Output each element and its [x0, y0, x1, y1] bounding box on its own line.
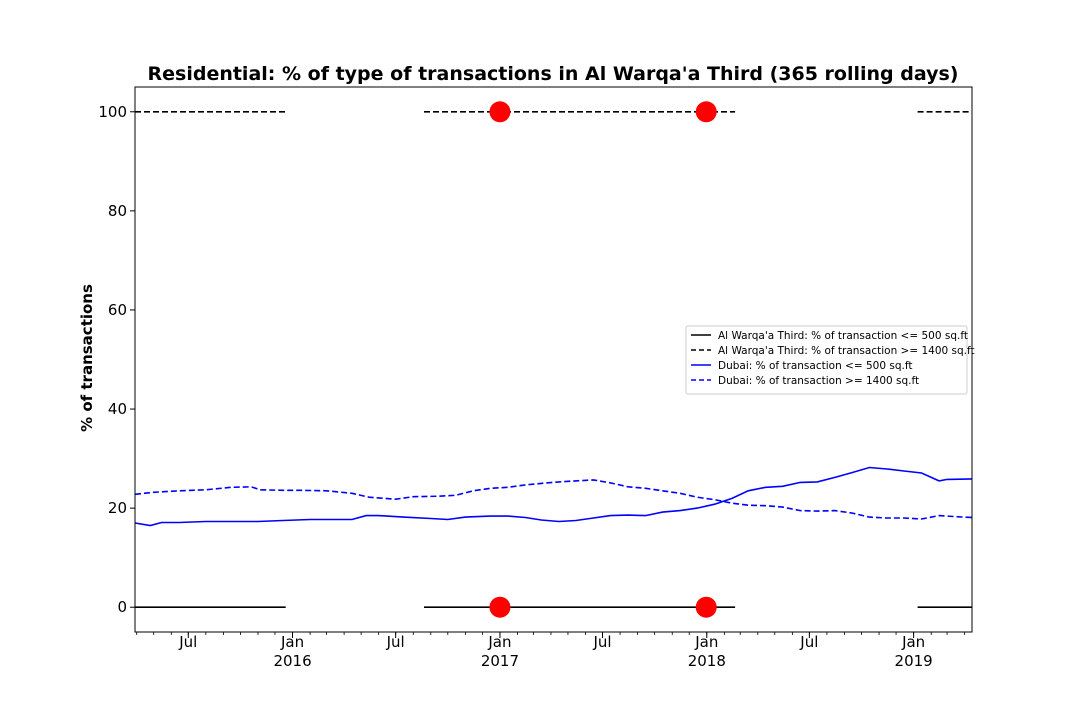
legend-label-al-warqa-a-third-of-transaction-1400-sq-ft: Al Warqa'a Third: % of transaction >= 14…	[718, 345, 975, 357]
x-tick-label-2018-07-01: Jul	[799, 633, 818, 651]
x-tick-label-2018-01-01: Jan	[694, 633, 718, 651]
y-axis-label: % of transactions	[78, 284, 96, 432]
x-tick-year-label-2019: 2019	[895, 652, 933, 670]
plot-frame	[134, 86, 973, 633]
x-tick-label-2019-01-01: Jan	[901, 633, 925, 651]
y-tick-label-80: 80	[108, 202, 127, 220]
x-tick-label-2017-01-01: Jan	[487, 633, 511, 651]
marker-point-1	[489, 101, 511, 123]
x-tick-label-2016-07-01: Jul	[386, 633, 405, 651]
chart-title: Residential: % of type of transactions i…	[148, 63, 959, 85]
x-tick-label-2017-07-01: Jul	[592, 633, 611, 651]
y-tick-label-20: 20	[108, 499, 127, 517]
x-tick-year-label-2018: 2018	[688, 652, 726, 670]
legend-label-dubai-of-transaction-500-sq-ft: Dubai: % of transaction <= 500 sq.ft	[718, 360, 912, 372]
y-tick-label-0: 0	[117, 598, 127, 616]
marker-point-3	[489, 596, 511, 618]
marker-point-2	[695, 101, 717, 123]
y-tick-label-40: 40	[108, 400, 127, 418]
legend: Al Warqa'a Third: % of transaction <= 50…	[685, 325, 975, 395]
legend-box	[685, 325, 968, 395]
legend-label-al-warqa-a-third-of-transaction-500-sq-ft: Al Warqa'a Third: % of transaction <= 50…	[718, 330, 968, 342]
x-tick-label-2015-07-01: Jul	[178, 633, 197, 651]
series-line-dubai-of-transaction-1400-sq-ft-segment-1	[134, 479, 973, 520]
plot-area	[134, 101, 973, 618]
x-tick-year-label-2017: 2017	[481, 652, 519, 670]
series-line-dubai-of-transaction-500-sq-ft-segment-1	[134, 466, 973, 527]
x-tick-year-label-2016: 2016	[273, 652, 311, 670]
marker-point-4	[695, 596, 717, 618]
y-tick-label-60: 60	[108, 301, 127, 319]
x-tick-label-2016-01-01: Jan	[280, 633, 304, 651]
y-tick-label-100: 100	[98, 103, 127, 121]
legend-label-dubai-of-transaction-1400-sq-ft: Dubai: % of transaction >= 1400 sq.ft	[718, 375, 919, 387]
